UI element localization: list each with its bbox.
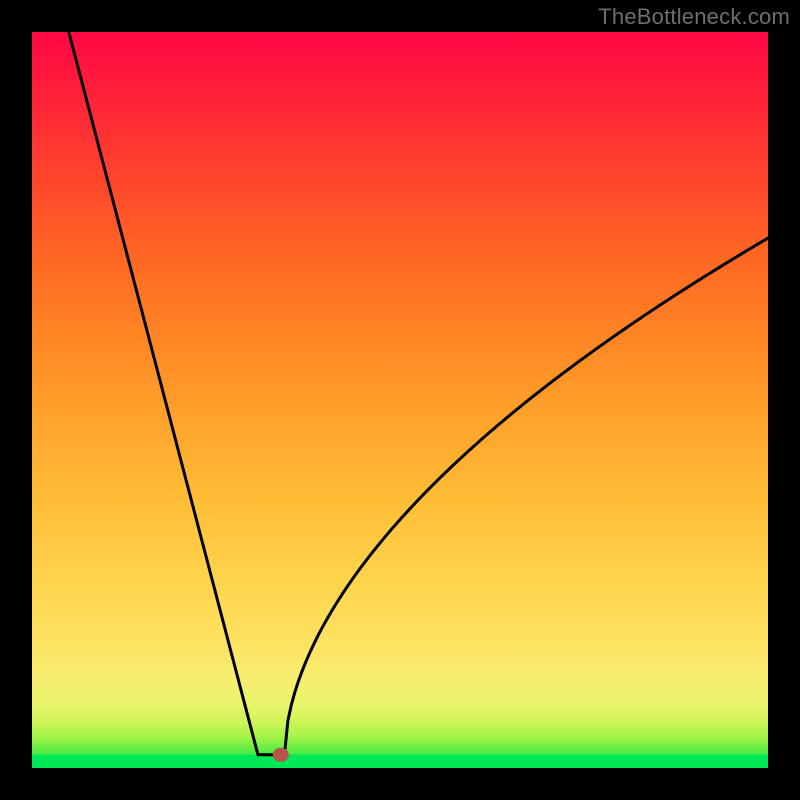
- optimum-marker: [273, 748, 289, 762]
- chart-frame: { "watermark": { "text": "TheBottleneck.…: [0, 0, 800, 800]
- watermark-text: TheBottleneck.com: [598, 4, 790, 30]
- chart-svg: [32, 32, 768, 768]
- bottleneck-chart: [32, 32, 768, 768]
